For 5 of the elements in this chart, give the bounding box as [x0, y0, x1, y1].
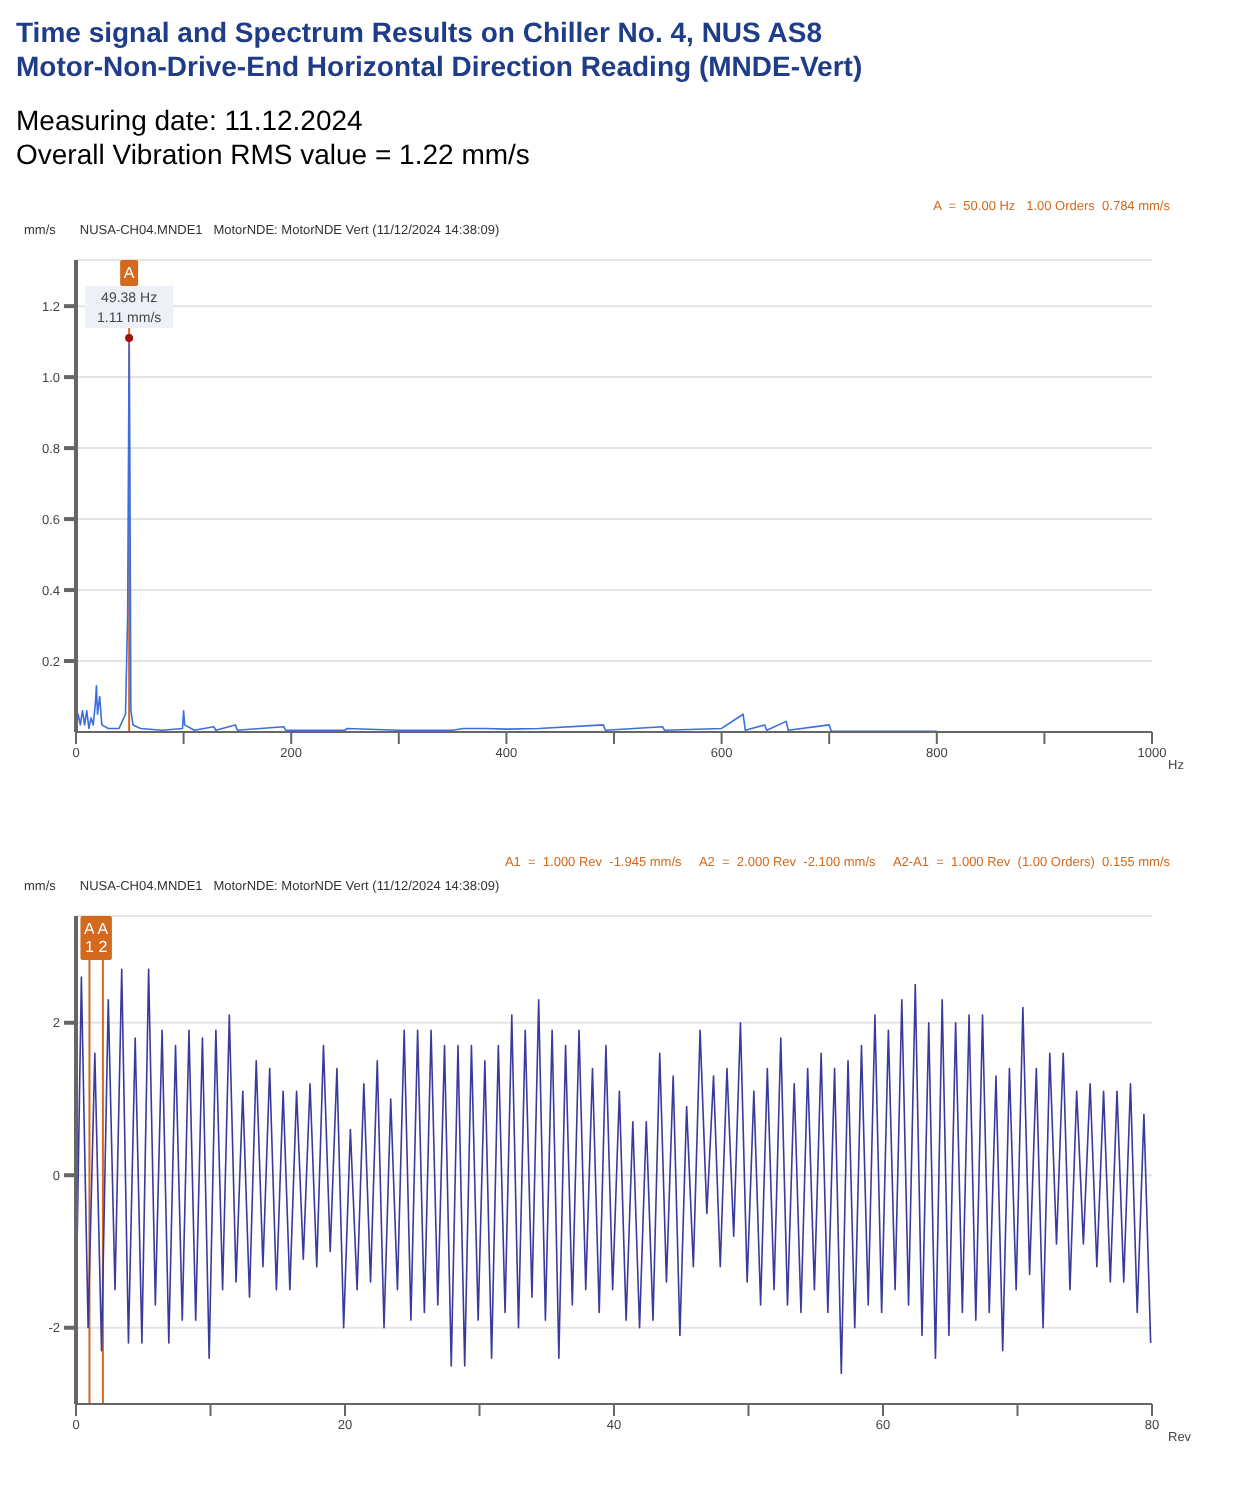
ref-line-label: A2: [97, 920, 110, 956]
ref-line-label: A1: [84, 920, 97, 956]
ref-line-label: A: [123, 264, 136, 282]
chart-subtitle: Measuring date: 11.12.2024 Overall Vibration RMS value = 1.22 mm/s: [16, 104, 532, 172]
chart-title: Time signal and Spectrum Results on Chiller No. 4, NUS AS8 Motor-Non-Drive-End Horizontal Direction Reading (MNDE-Vert): [16, 16, 865, 84]
